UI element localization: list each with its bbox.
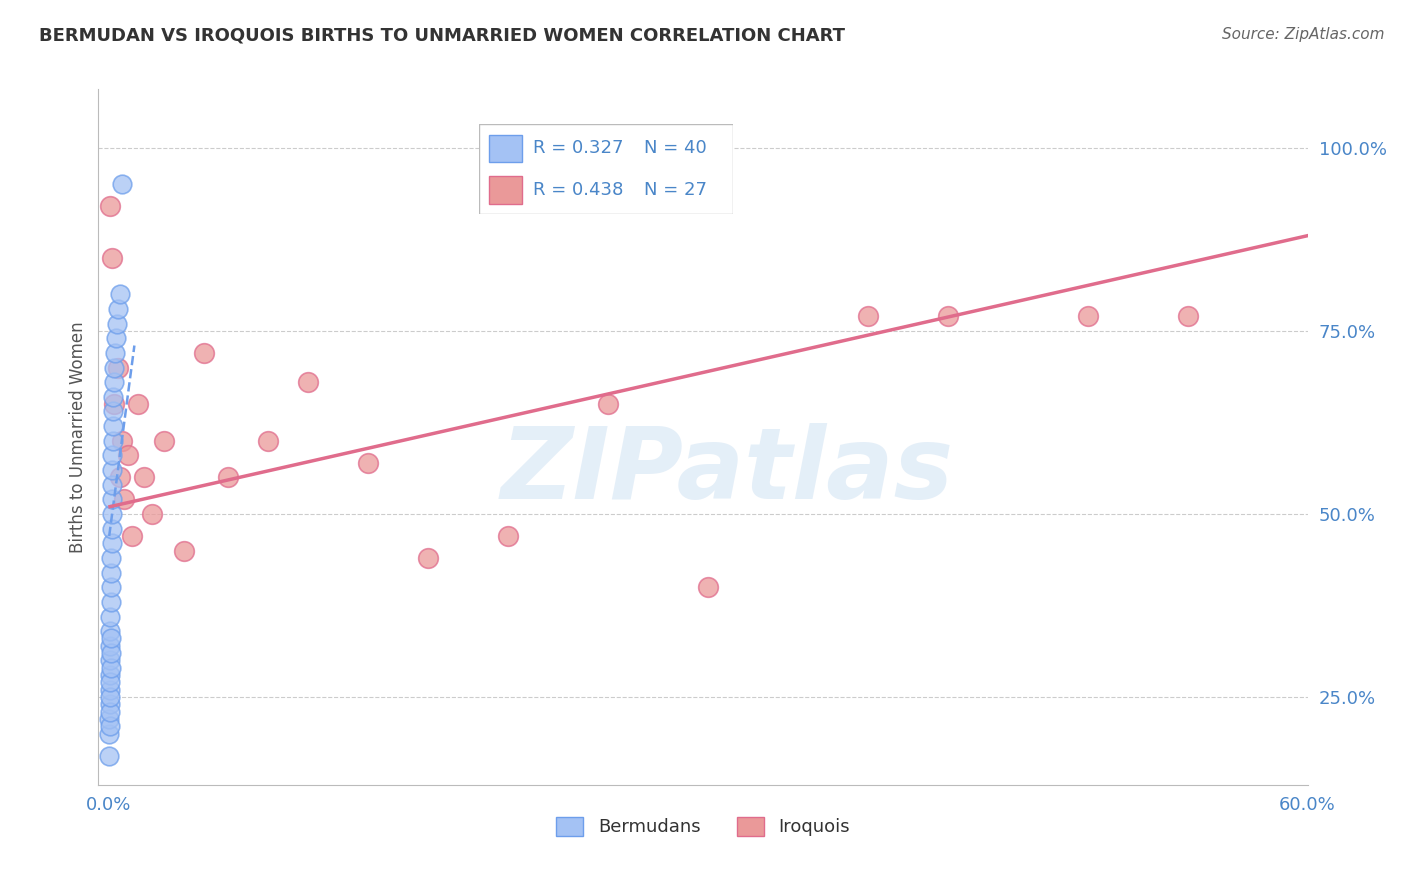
Point [103, 390, 125, 404]
Point [100, 675, 122, 690]
Point [107, 301, 129, 316]
Point [103, 375, 125, 389]
Point [193, 346, 215, 360]
Point [1077, 310, 1099, 324]
Point [121, 529, 143, 543]
Point [100, 580, 122, 594]
Point [100, 624, 122, 639]
Point [596, 397, 619, 411]
Point [101, 507, 124, 521]
Point [101, 449, 124, 463]
Point [217, 470, 239, 484]
Point [98, 639, 121, 653]
Point [111, 434, 134, 448]
Point [100, 566, 122, 580]
Point [103, 404, 125, 418]
Point [297, 375, 319, 389]
Point [117, 449, 139, 463]
Point [98, 727, 121, 741]
Point [100, 646, 122, 660]
Point [173, 543, 195, 558]
Y-axis label: Births to Unmarried Women: Births to Unmarried Women [69, 321, 87, 553]
Point [107, 317, 129, 331]
Point [100, 661, 122, 675]
Point [357, 456, 380, 470]
Point [103, 360, 125, 375]
Point [127, 397, 149, 411]
Legend: Bermudans, Iroquois: Bermudans, Iroquois [547, 808, 859, 846]
Point [111, 178, 134, 192]
Point [98, 748, 121, 763]
Text: ZIPatlas: ZIPatlas [501, 424, 953, 520]
Point [110, 287, 132, 301]
Point [107, 360, 129, 375]
Point [100, 609, 122, 624]
Point [101, 463, 124, 477]
Point [100, 522, 122, 536]
Point [98, 668, 121, 682]
Point [496, 529, 519, 543]
Point [98, 712, 121, 726]
Point [100, 595, 122, 609]
Point [104, 346, 127, 360]
Point [105, 331, 128, 345]
Point [1177, 310, 1199, 324]
Point [141, 507, 163, 521]
Point [98, 690, 121, 704]
Point [98, 705, 121, 719]
Point [418, 550, 440, 565]
Point [110, 470, 132, 484]
Point [134, 470, 156, 484]
Point [101, 419, 124, 434]
Point [103, 397, 125, 411]
Text: BERMUDAN VS IROQUOIS BIRTHS TO UNMARRIED WOMEN CORRELATION CHART: BERMUDAN VS IROQUOIS BIRTHS TO UNMARRIED… [39, 27, 845, 45]
Point [101, 434, 124, 448]
Point [101, 492, 124, 507]
Point [697, 580, 720, 594]
Point [100, 536, 122, 550]
Point [98, 653, 121, 667]
Point [112, 492, 135, 507]
Point [98, 698, 121, 712]
Point [100, 632, 122, 646]
Point [101, 477, 124, 491]
Point [100, 550, 122, 565]
Point [856, 310, 879, 324]
Point [98, 682, 121, 697]
Text: Source: ZipAtlas.com: Source: ZipAtlas.com [1222, 27, 1385, 42]
Point [101, 251, 124, 265]
Point [98, 199, 121, 213]
Point [98, 719, 121, 733]
Point [153, 434, 176, 448]
Point [257, 434, 280, 448]
Point [936, 310, 959, 324]
